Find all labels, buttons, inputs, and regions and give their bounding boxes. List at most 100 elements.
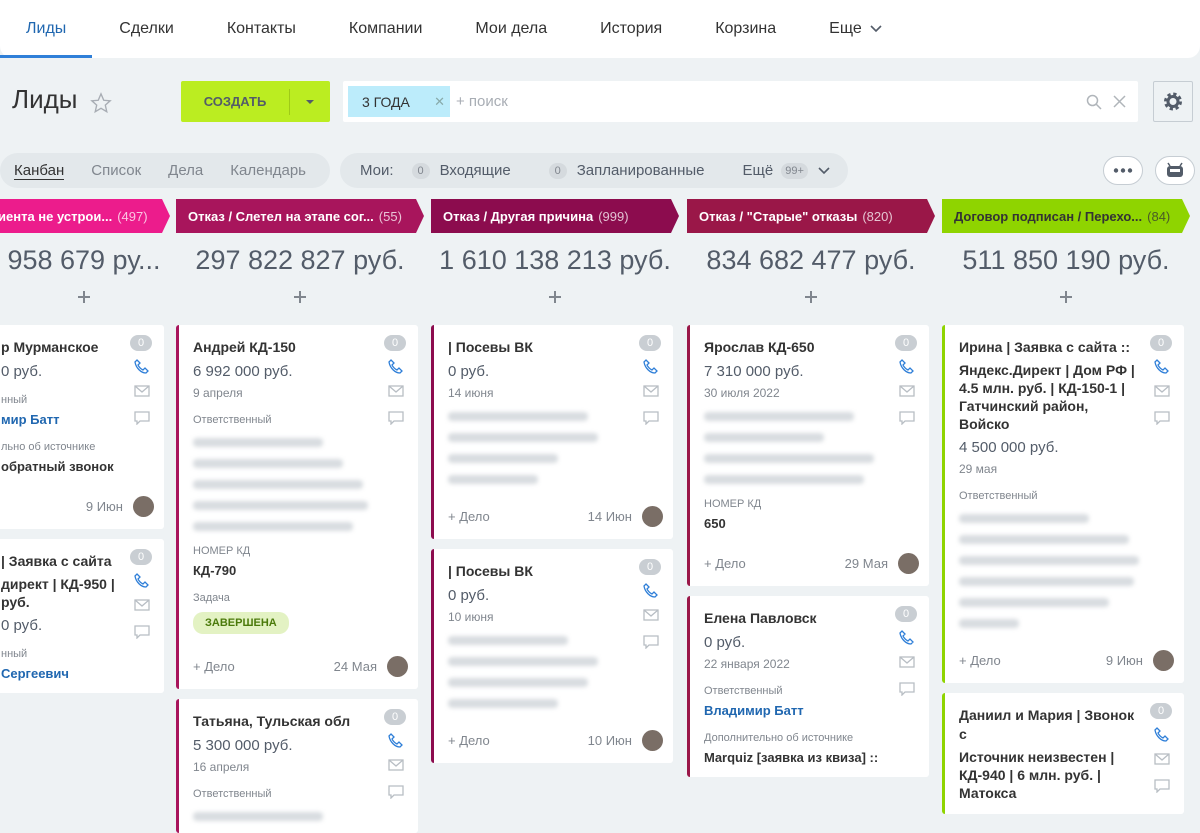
add-card[interactable] [176, 287, 424, 309]
column-header[interactable]: Отказ / Другая причина (999) [431, 199, 679, 233]
view-tab[interactable]: Канбан [14, 161, 65, 180]
lead-card[interactable]: 0 Даниил и Мария | Звонок с Источник неизв… [942, 693, 1184, 814]
view-tab[interactable]: Дела [168, 162, 204, 179]
phone-icon[interactable] [899, 359, 915, 375]
card-title[interactable]: р Мурманское [1, 339, 99, 355]
card-title[interactable]: Андрей КД-150 [193, 339, 296, 355]
nav-tab[interactable]: Мои дела [475, 20, 548, 37]
settings-button[interactable] [1153, 81, 1193, 122]
counter-label[interactable]: Запланированные [576, 162, 705, 179]
search-icon[interactable] [1086, 94, 1102, 110]
counter-value[interactable]: 0 [411, 162, 430, 179]
lead-card[interactable]: 0 Андрей КД-150 6 992 000 руб. 9 апреля Отве… [176, 325, 418, 689]
lead-card[interactable]: 0 | Посевы ВК 0 руб. 10 июня + Дело 10 Июн [431, 549, 673, 763]
plus-icon[interactable] [548, 290, 562, 304]
view-tab[interactable]: Календарь [230, 162, 306, 179]
column-header[interactable]: Договор подписан / Перехо... (84) [942, 199, 1190, 233]
card-title[interactable]: | Заявка с сайта [1, 553, 112, 569]
chat-icon[interactable] [388, 785, 404, 799]
chat-icon[interactable] [134, 411, 150, 425]
filter-chip[interactable]: 3 ГОДА ✕ [348, 86, 450, 117]
nav-tab[interactable]: Сделки [119, 20, 174, 37]
column-header[interactable]: иента не устрои... (497) [0, 199, 170, 233]
lead-card[interactable]: 0 Елена Павловск 0 руб. 22 января 2022 Ответ… [687, 596, 929, 777]
phone-icon[interactable] [1154, 727, 1170, 743]
favorite-star[interactable] [90, 92, 112, 114]
dropdown-arrow[interactable] [870, 25, 882, 33]
card-title[interactable]: Ирина | Заявка с сайта :: [959, 339, 1131, 355]
chat-icon[interactable] [388, 411, 404, 425]
phone-icon[interactable] [899, 630, 915, 646]
chip-remove[interactable]: ✕ [434, 93, 445, 109]
more-button[interactable] [1103, 156, 1143, 185]
lead-card[interactable]: 0 Ярослав КД-650 7 310 000 руб. 30 июля 202… [687, 325, 929, 586]
nav-tab[interactable]: Контакты [226, 20, 296, 37]
mail-icon[interactable] [388, 385, 404, 397]
phone-icon[interactable] [1154, 359, 1170, 375]
more-label[interactable]: Ещё [742, 162, 774, 179]
nav-tab[interactable]: Корзина [715, 20, 777, 37]
phone-icon[interactable] [388, 359, 404, 375]
view-tab[interactable]: Список [91, 162, 142, 179]
add-activity[interactable]: + Дело [704, 556, 746, 571]
column-header[interactable]: Отказ / "Старые" отказы (820) [687, 199, 935, 233]
plus-icon[interactable] [804, 290, 818, 304]
create-label[interactable]: СОЗДАТЬ [203, 94, 267, 109]
counter-label[interactable]: Входящие [439, 162, 511, 179]
lead-card[interactable]: 0 | Посевы ВК 0 руб. 14 июня + Дело 14 Июн [431, 325, 673, 539]
chat-icon[interactable] [643, 635, 659, 649]
field-value[interactable]: Сергеевич [1, 666, 69, 681]
add-activity[interactable]: + Дело [959, 653, 1001, 668]
add-card[interactable] [687, 287, 935, 309]
nav-tab[interactable]: Лиды [0, 0, 93, 58]
phone-icon[interactable] [134, 359, 150, 375]
chat-icon[interactable] [899, 411, 915, 425]
card-title[interactable]: Татьяна, Тульская обл [193, 713, 351, 729]
mail-icon[interactable] [899, 385, 915, 397]
create-dropdown[interactable] [290, 97, 330, 107]
mail-icon[interactable] [643, 385, 659, 397]
plus-icon[interactable] [293, 290, 307, 304]
mail-icon[interactable] [1154, 753, 1170, 765]
card-title[interactable]: Елена Павловск [704, 610, 817, 626]
add-card[interactable] [0, 287, 170, 309]
phone-icon[interactable] [643, 583, 659, 599]
lead-card[interactable]: 0 | Заявка с сайта директ | КД-950 | руб. 0… [0, 539, 164, 693]
phone-icon[interactable] [643, 359, 659, 375]
search-clear[interactable] [1113, 95, 1126, 108]
phone-icon[interactable] [388, 733, 404, 749]
add-card[interactable] [942, 287, 1190, 309]
dropdown-arrow[interactable] [818, 166, 830, 175]
lead-card[interactable]: 0 р Мурманское 0 руб. нный мир Батт льно об и… [0, 325, 164, 529]
mail-icon[interactable] [899, 656, 915, 668]
mail-icon[interactable] [134, 385, 150, 397]
phone-icon[interactable] [134, 573, 150, 589]
lead-card[interactable]: 0 Ирина | Заявка с сайта :: Яндекс.Директ … [942, 325, 1184, 683]
add-card[interactable] [431, 287, 679, 309]
add-activity[interactable]: + Дело [448, 509, 490, 524]
chat-icon[interactable] [134, 625, 150, 639]
mail-icon[interactable] [1154, 385, 1170, 397]
add-activity[interactable]: + Дело [448, 733, 490, 748]
field-value[interactable]: мир Батт [1, 412, 60, 427]
mail-icon[interactable] [134, 599, 150, 611]
counter-value[interactable]: 0 [548, 162, 567, 179]
chat-icon[interactable] [643, 411, 659, 425]
card-title[interactable]: Ярослав КД-650 [704, 339, 815, 355]
chat-icon[interactable] [899, 682, 915, 696]
search-box[interactable]: 3 ГОДА ✕ + поиск [343, 81, 1138, 122]
card-title[interactable]: | Посевы ВК [448, 563, 533, 579]
more-count[interactable]: 99+ [781, 162, 808, 179]
card-title[interactable]: | Посевы ВК [448, 339, 533, 355]
lead-card[interactable]: 0 Татьяна, Тульская обл 5 300 000 руб. 16 а… [176, 699, 418, 833]
mail-icon[interactable] [643, 609, 659, 621]
nav-tab[interactable]: История [600, 20, 663, 37]
field-value[interactable]: Владимир Батт [704, 703, 804, 718]
mail-icon[interactable] [388, 759, 404, 771]
create-button[interactable]: СОЗДАТЬ [181, 81, 330, 122]
column-header[interactable]: Отказ / Слетел на этапе сог... (55) [176, 199, 424, 233]
robot-button[interactable] [1155, 156, 1195, 185]
add-activity[interactable]: + Дело [193, 659, 235, 674]
plus-icon[interactable] [77, 290, 91, 304]
card-title[interactable]: Даниил и Мария | Звонок с [959, 707, 1135, 742]
